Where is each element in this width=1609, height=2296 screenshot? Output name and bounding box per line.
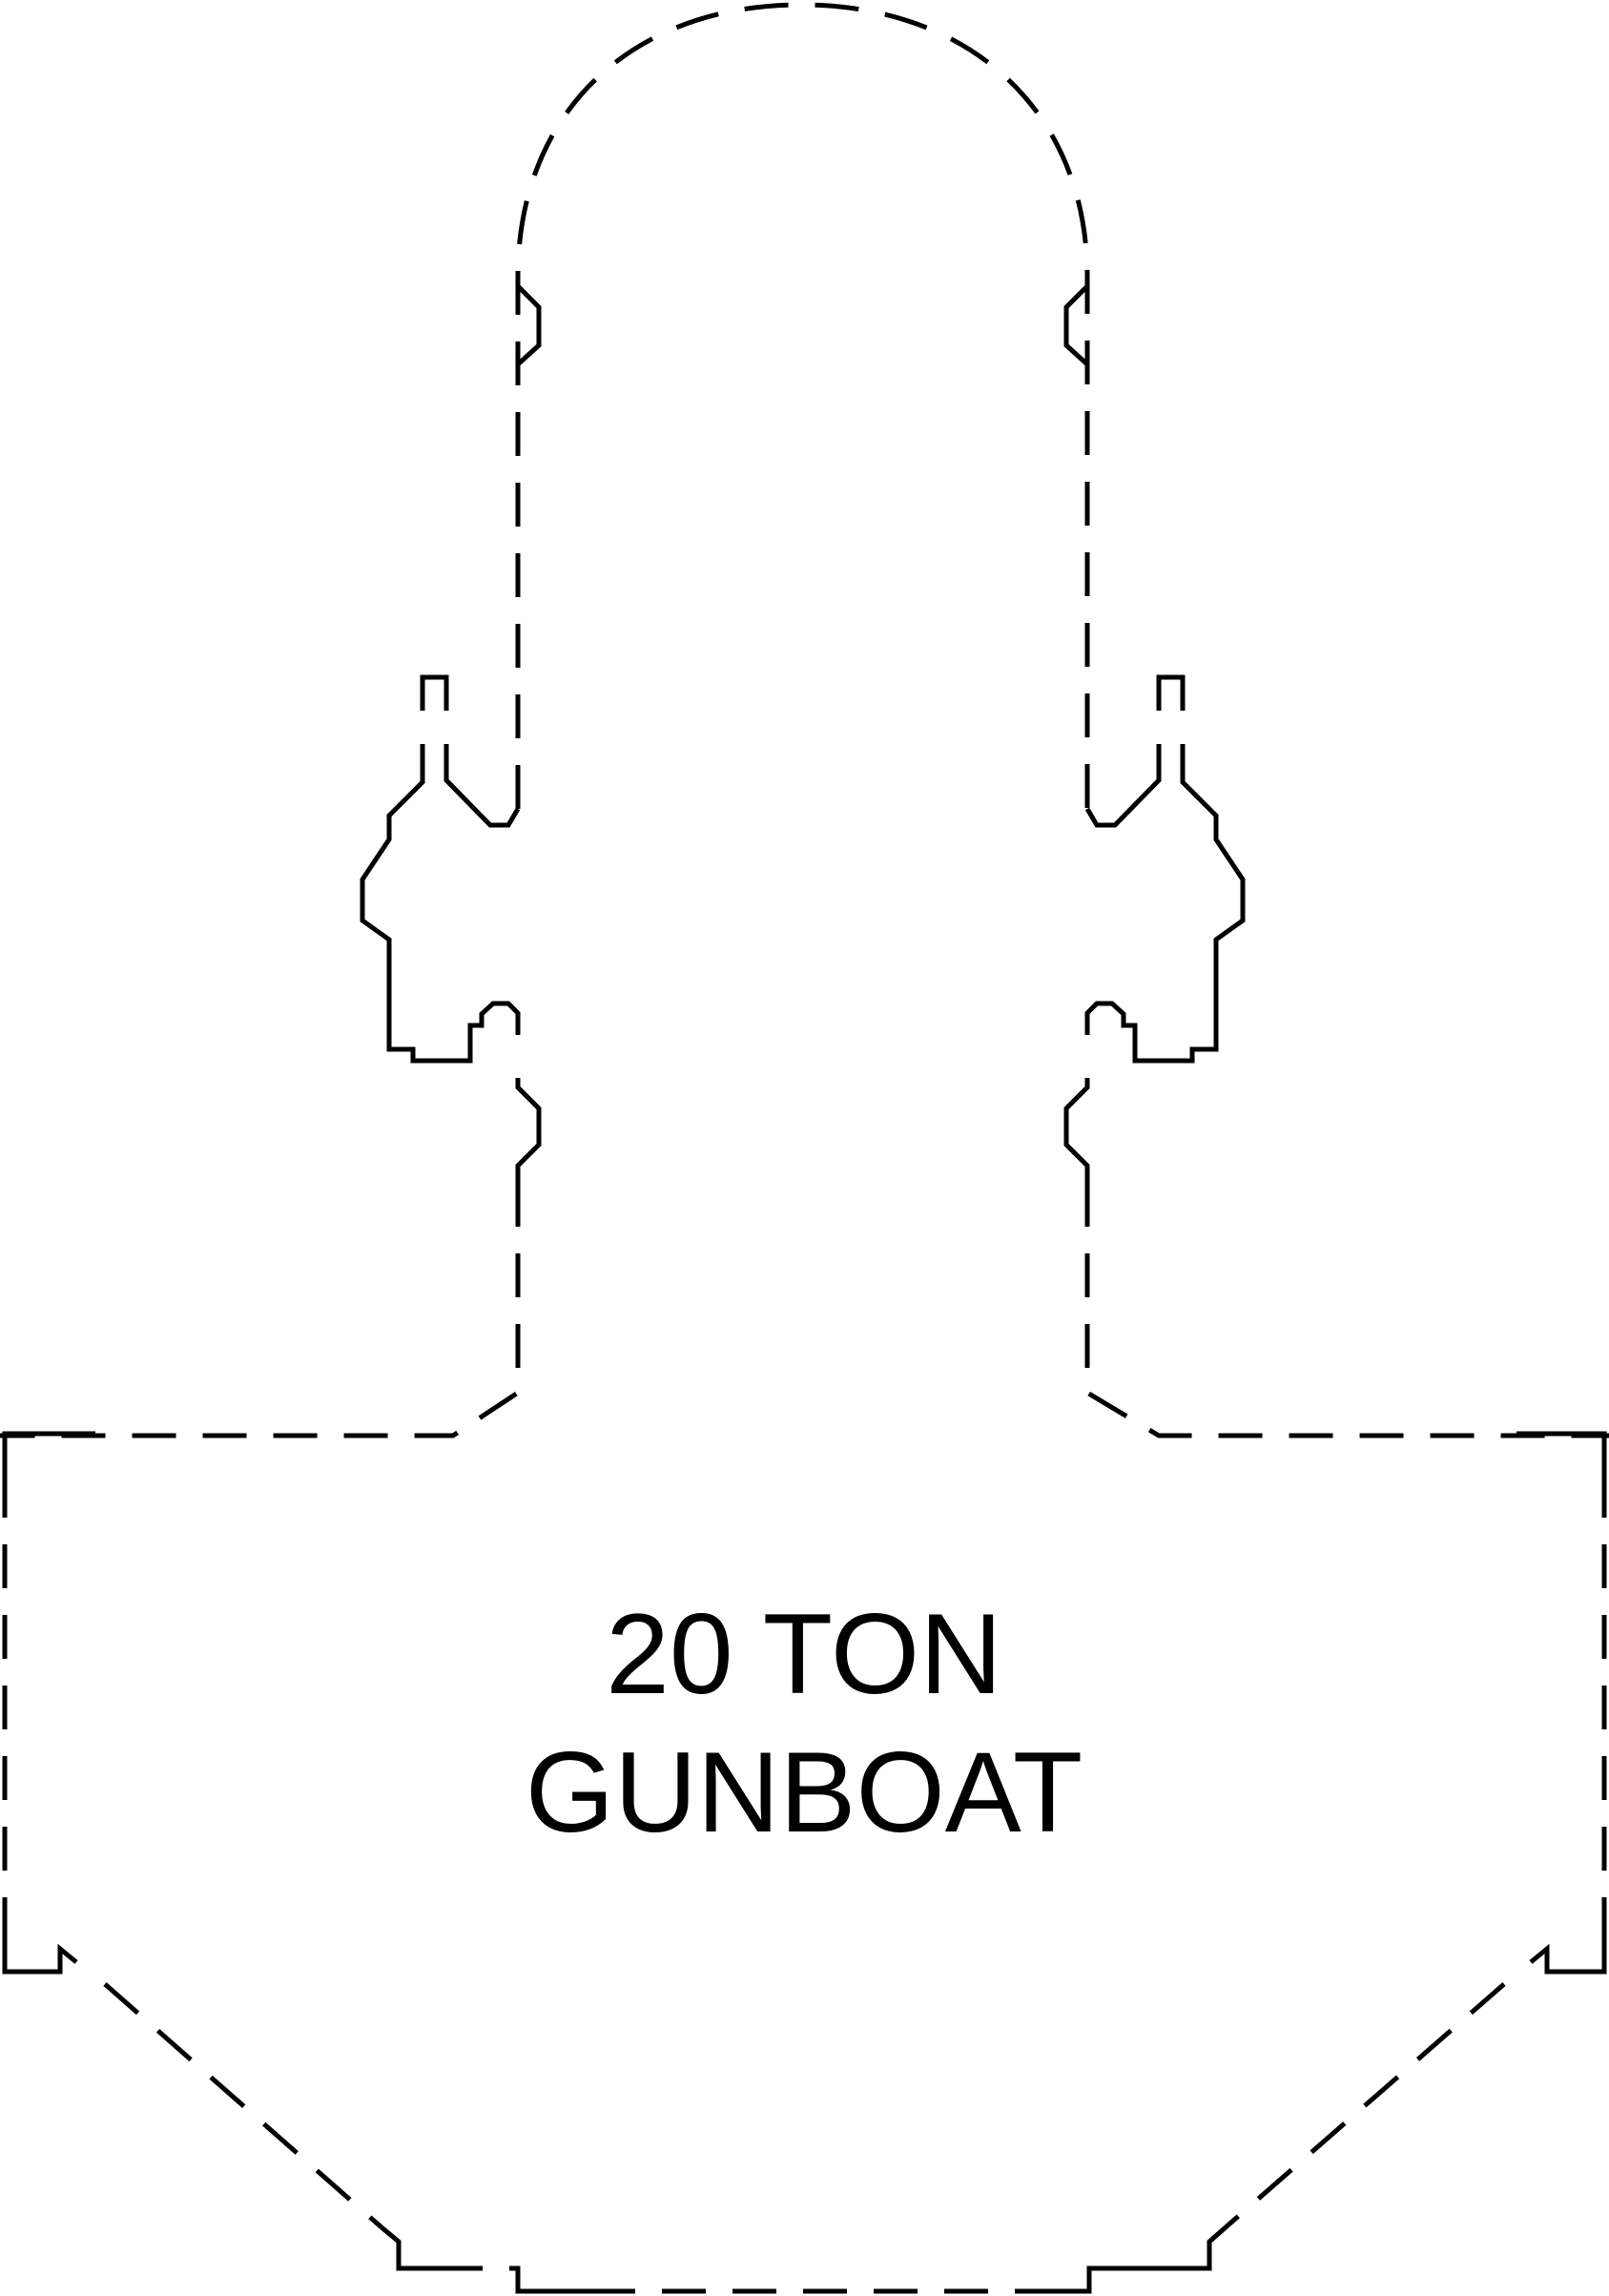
right-lower-notch <box>1063 1078 1090 1183</box>
hull-bottom-center-left <box>515 2265 591 2294</box>
left-wing-outline <box>360 744 521 978</box>
right-wing-foot <box>1084 1001 1219 1064</box>
hull-left-diagonal-cut <box>103 1982 383 2229</box>
label-line-2: GUNBOAT <box>526 1728 1083 1856</box>
hull-bottom-right-step <box>1168 2225 1227 2271</box>
hull-bottom-left-step <box>380 2225 439 2271</box>
body-top-left-corner <box>2 1431 95 1474</box>
right-neck-cut-line <box>1084 1183 1609 1438</box>
left-wing-foot <box>386 1001 521 1064</box>
left-top-tab <box>420 674 449 711</box>
left-neck-cut-line <box>0 1183 521 1438</box>
hull-bottom-center-right <box>1016 2265 1168 2294</box>
right-wing-outline <box>1084 744 1246 978</box>
left-lower-notch <box>515 1078 542 1183</box>
right-upper-notch <box>1063 284 1089 366</box>
label-line-1: 20 TON <box>606 1590 1002 1718</box>
left-upper-notch <box>516 284 542 366</box>
body-bottom-right-step <box>1529 1936 1607 1975</box>
tower-dome-cut-line <box>515 2 1090 809</box>
body-bottom-left-step <box>2 1936 78 1975</box>
body-top-right-corner <box>1516 1431 1607 1474</box>
right-top-tab <box>1156 674 1186 711</box>
hull-right-diagonal-cut <box>1224 1982 1506 2229</box>
